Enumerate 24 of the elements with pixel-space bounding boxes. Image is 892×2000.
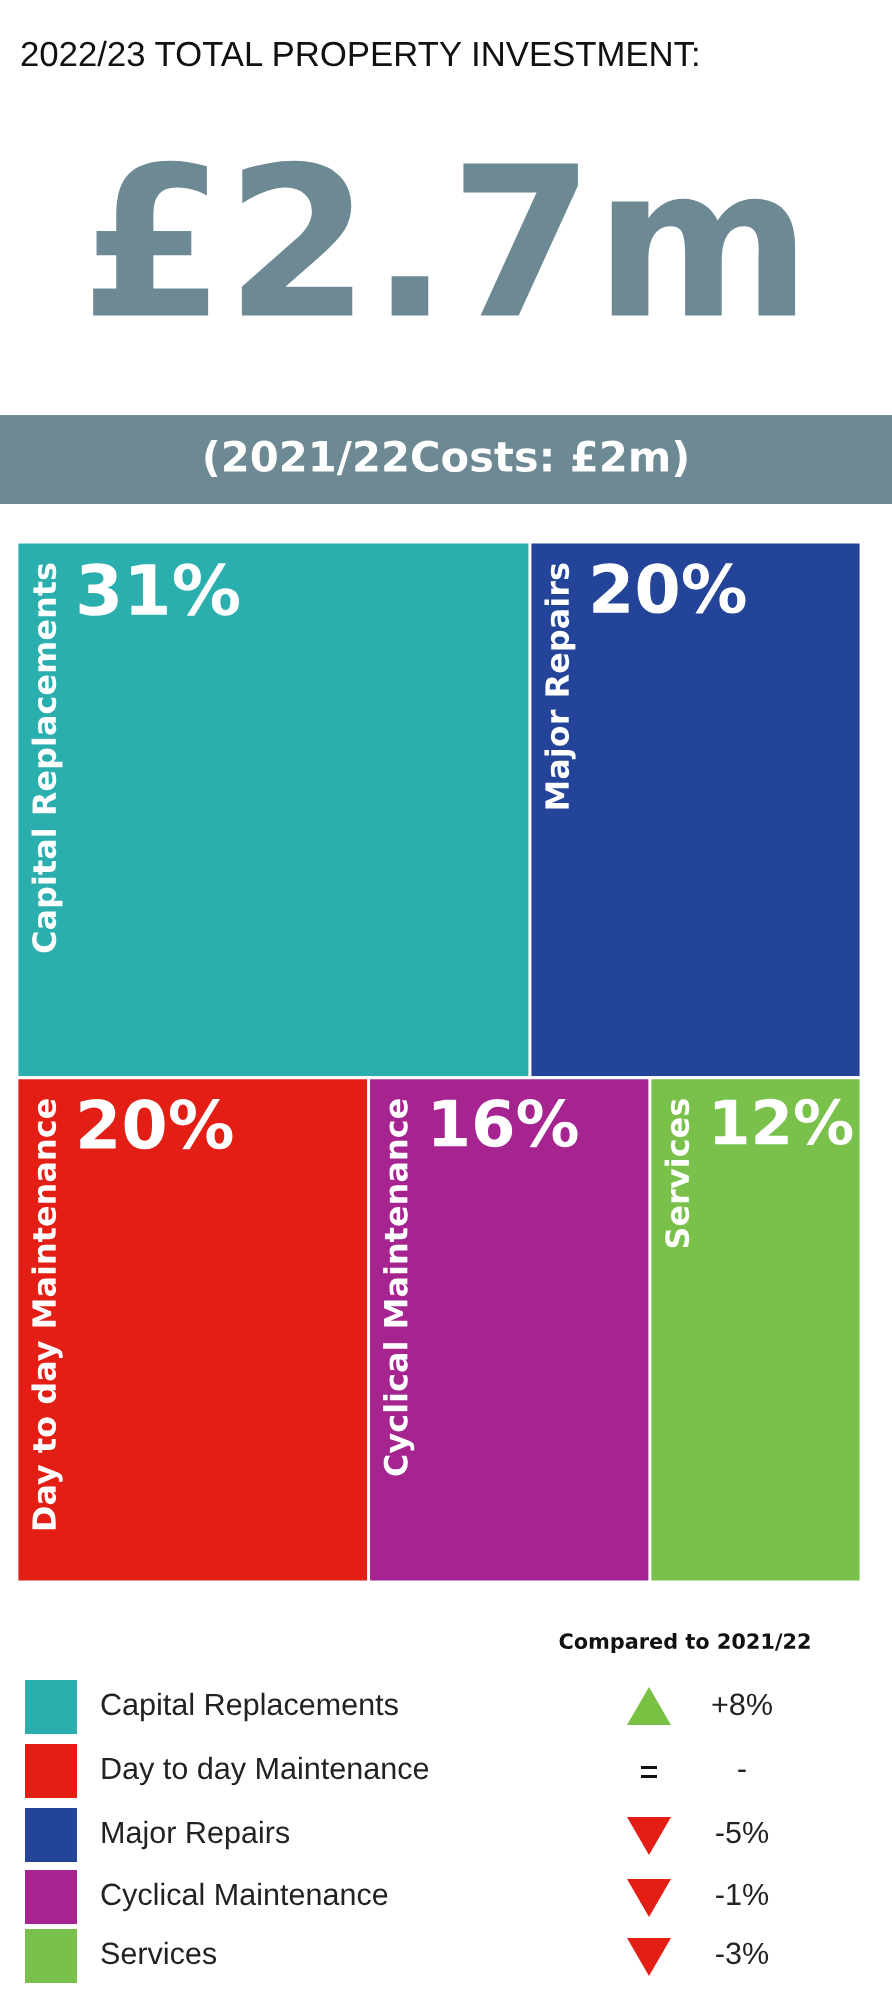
category-label: Day to day Maintenance: [31, 1099, 63, 1530]
category-label: Capital Replacements: [101, 1692, 398, 1722]
data-label: -3%: [716, 1942, 769, 1965]
data-label: +8%: [712, 1693, 772, 1716]
category-label: Services: [664, 1099, 690, 1248]
data-label: 12%: [714, 1098, 853, 1146]
text: Compared to 2021/22: [559, 1632, 810, 1654]
category-label: Cyclical Maintenance: [101, 1882, 388, 1912]
category-label: Day to day Maintenance: [102, 1756, 429, 1786]
category-label: Services: [101, 1941, 217, 1965]
text: £2.7m: [93, 160, 796, 316]
text: (2021/22Costs: £2m): [205, 439, 687, 477]
data-label: 31%: [79, 563, 240, 616]
category-label: Major Repairs: [102, 1820, 290, 1850]
data-label: 20%: [80, 1098, 233, 1150]
data-label: -1%: [716, 1883, 769, 1906]
category-label: Major Repairs: [544, 563, 576, 809]
data-label: 16%: [433, 1098, 578, 1148]
data-label: 20%: [593, 563, 746, 614]
category-label: Cyclical Maintenance: [383, 1099, 415, 1476]
text: 2022/23 TOTAL PROPERTY INVESTMENT:: [21, 40, 698, 67]
category-label: Capital Replacements: [31, 563, 63, 953]
data-label: -5%: [716, 1821, 769, 1844]
data-label: -: [738, 1769, 746, 1772]
